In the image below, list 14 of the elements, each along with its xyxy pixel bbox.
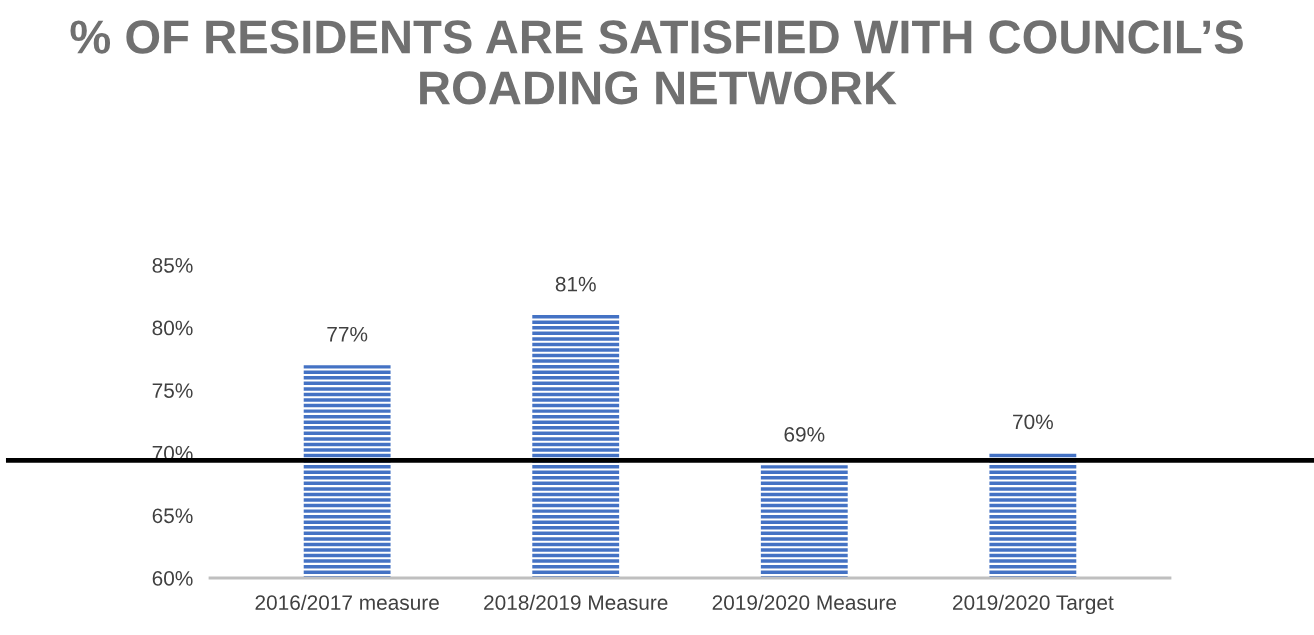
x-tick-label: 2018/2019 Measure xyxy=(484,594,668,610)
x-tick-label: 2019/2020 Measure xyxy=(712,594,897,610)
data-label: 70% xyxy=(1013,414,1053,430)
data-label: 77% xyxy=(327,326,368,342)
data-label: 69% xyxy=(784,427,825,442)
y-tick-label: 65% xyxy=(152,508,193,524)
chart-title: % OF RESIDENTS ARE SATISFIED WITH COUNCIL’S ROADING NETWORK xyxy=(70,20,1243,105)
data-label: 81% xyxy=(555,276,596,292)
y-tick-label: 75% xyxy=(152,383,193,398)
x-tick-label: 2016/2017 measure xyxy=(255,594,439,610)
y-tick-label: 80% xyxy=(152,320,193,336)
x-tick-label: 2019/2020 Target xyxy=(953,594,1114,615)
y-tick-label: 60% xyxy=(152,571,193,586)
y-tick-label: 85% xyxy=(152,258,193,273)
